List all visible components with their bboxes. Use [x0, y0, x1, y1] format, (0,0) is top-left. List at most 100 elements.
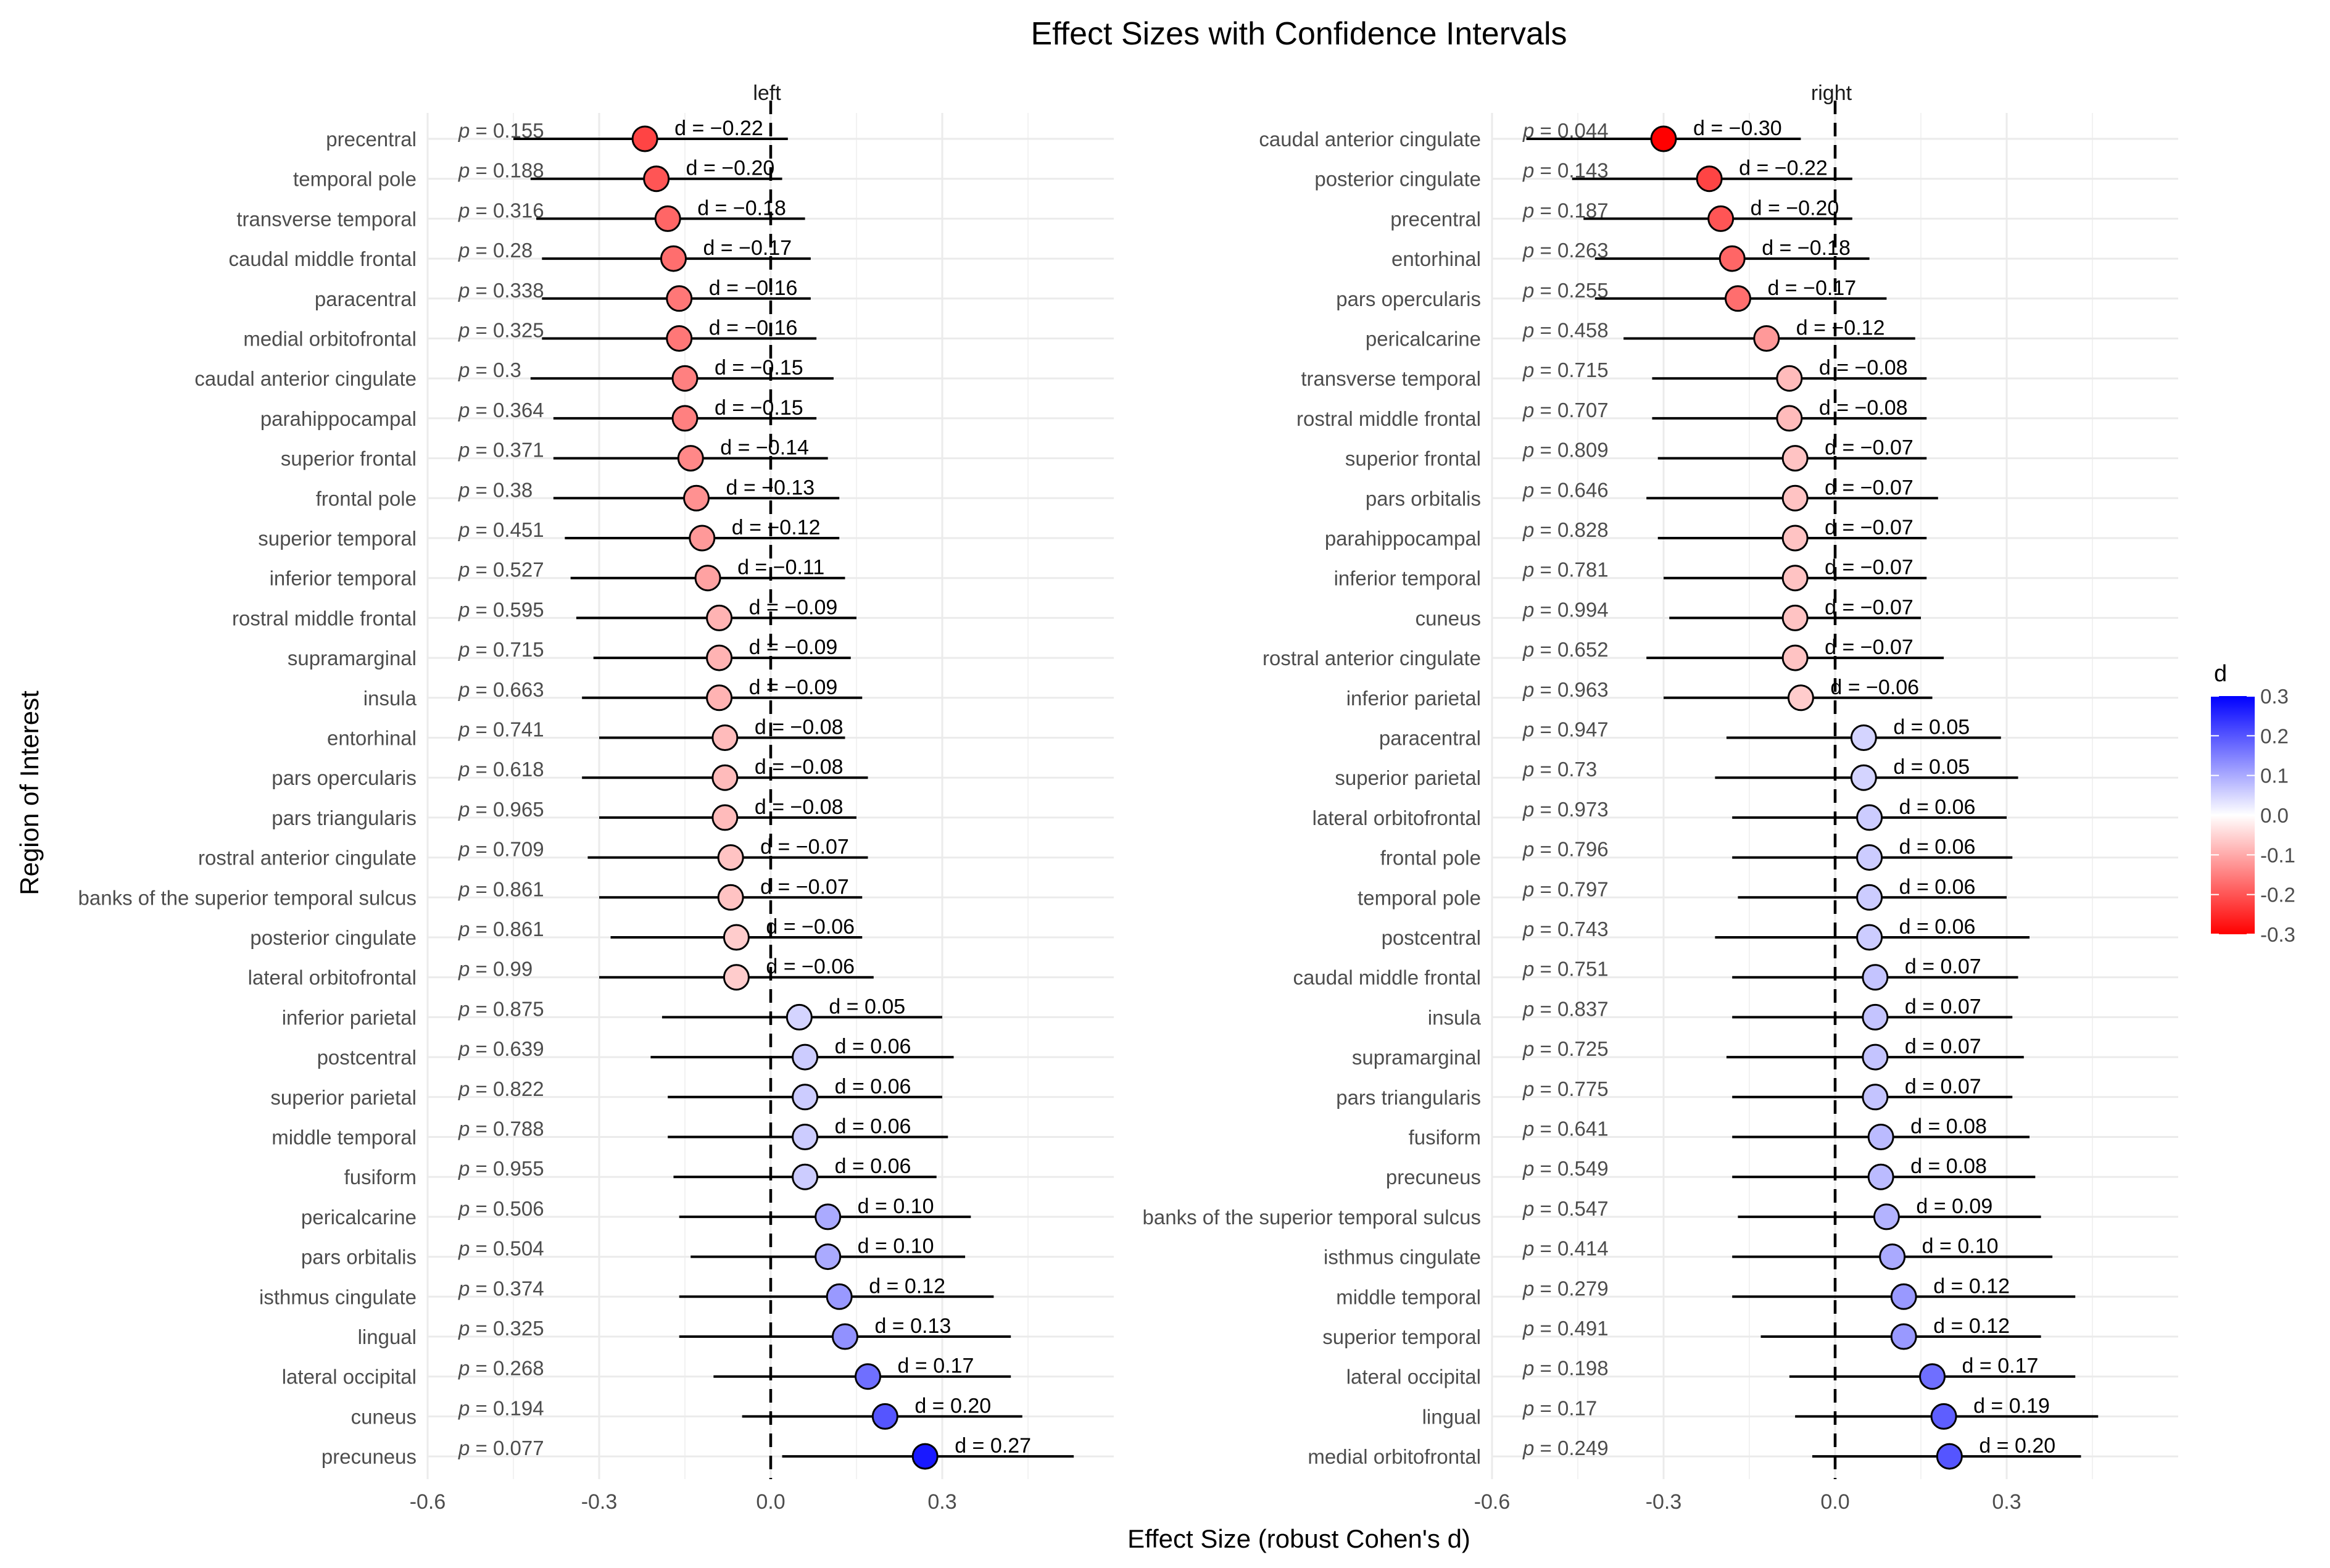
- effect-size-label: d = −0.06: [766, 955, 855, 979]
- p-value-label: p = 0.325: [458, 319, 544, 342]
- effect-point: [1919, 1363, 1946, 1390]
- p-value-label: p = 0.73: [1522, 758, 1597, 781]
- effect-size-label: d = 0.06: [1899, 795, 1976, 819]
- p-value-label: p = 0.188: [458, 159, 544, 182]
- region-label: caudal anterior cingulate: [194, 367, 417, 390]
- region-label: precentral: [1390, 207, 1481, 230]
- effect-point: [1856, 844, 1883, 871]
- effect-size-label: d = 0.17: [898, 1354, 974, 1378]
- region-label: rostral middle frontal: [232, 607, 417, 629]
- effect-size-label: d = −0.18: [1762, 236, 1851, 260]
- effect-point: [671, 405, 699, 432]
- region-label: fusiform: [1409, 1126, 1481, 1149]
- effect-size-label: d = −0.30: [1693, 117, 1782, 140]
- p-value-label: p = 0.955: [458, 1157, 544, 1180]
- p-value-label: p = 0.38: [458, 478, 533, 501]
- effect-point: [1781, 604, 1809, 631]
- p-value-label: p = 0.715: [458, 638, 544, 661]
- effect-size-label: d = 0.06: [1899, 915, 1976, 939]
- x-tick-label: 0.3: [927, 1490, 956, 1514]
- effect-point: [694, 565, 721, 592]
- region-label: banks of the superior temporal sulcus: [1143, 1206, 1481, 1229]
- effect-size-label: d = −0.08: [755, 755, 844, 779]
- p-value-label: p = 0.994: [1522, 598, 1609, 621]
- x-tick-label: 0.3: [1992, 1490, 2021, 1514]
- x-axis-label: Effect Size (robust Cohen's d): [1127, 1524, 1470, 1553]
- effect-size-label: d = 0.09: [1916, 1195, 1992, 1218]
- effect-size-label: d = 0.12: [869, 1274, 945, 1298]
- region-label: cuneus: [1416, 607, 1481, 629]
- effect-point: [1862, 1043, 1889, 1071]
- region-label: paracentral: [315, 288, 417, 310]
- region-label: cuneus: [351, 1405, 417, 1428]
- p-value-label: p = 0.781: [1522, 558, 1609, 581]
- p-value-label: p = 0.963: [1522, 678, 1609, 701]
- effect-point: [1867, 1124, 1894, 1150]
- color-legend: d 0.3 0.2 0.1 0.0 -0.1 -0.2 -0.3: [2211, 661, 2295, 946]
- effect-size-label: d = −0.15: [715, 356, 803, 380]
- effect-size-label: d = 0.06: [835, 1035, 911, 1058]
- p-value-label: p = 0.249: [1522, 1437, 1609, 1459]
- effect-size-label: d = 0.06: [835, 1075, 911, 1098]
- effect-size-label: d = 0.06: [1899, 836, 1976, 859]
- effect-point: [1862, 1084, 1889, 1111]
- effect-size-label: d = 0.13: [874, 1314, 951, 1338]
- p-value-label: p = 0.646: [1522, 478, 1609, 501]
- p-value-label: p = 0.663: [458, 678, 544, 701]
- region-label: posterior cingulate: [1314, 168, 1481, 191]
- effect-size-label: d = −0.22: [674, 117, 763, 140]
- region-label: caudal middle frontal: [228, 247, 417, 270]
- p-value-label: p = 0.155: [458, 119, 544, 142]
- region-label: medial orbitofrontal: [243, 328, 417, 351]
- region-label: lingual: [358, 1325, 417, 1348]
- p-value-label: p = 0.861: [458, 877, 544, 900]
- region-label: supramarginal: [1352, 1046, 1481, 1069]
- p-value-label: p = 0.775: [1522, 1077, 1609, 1100]
- panel-strip-label: right: [1811, 81, 1852, 105]
- p-value-label: p = 0.255: [1522, 279, 1609, 302]
- region-label: inferior temporal: [1334, 567, 1481, 590]
- effect-point: [1781, 445, 1809, 472]
- effect-size-label: d = −0.22: [1739, 157, 1828, 180]
- legend-tick-label: 0.3: [2260, 685, 2289, 708]
- effect-point: [706, 684, 733, 711]
- x-tick-label: -0.3: [1646, 1490, 1682, 1514]
- effect-size-label: d = −0.09: [749, 595, 838, 619]
- x-tick-label: -0.6: [1474, 1490, 1511, 1514]
- p-value-label: p = 0.187: [1522, 199, 1609, 222]
- p-value-label: p = 0.316: [458, 199, 544, 222]
- p-value-label: p = 0.99: [458, 958, 533, 981]
- effect-size-label: d = 0.20: [1979, 1434, 2055, 1458]
- x-tick-label: 0.0: [756, 1490, 785, 1514]
- region-label: lingual: [1422, 1405, 1481, 1428]
- panel-right: right -0.6 -0.3 0.0 0.3 caudal anterior cingu…: [1143, 81, 2178, 1514]
- effect-point: [631, 125, 658, 152]
- p-value-label: p = 0.828: [1522, 518, 1609, 541]
- p-value-label: p = 0.788: [458, 1118, 544, 1140]
- effect-size-label: d = −0.09: [749, 636, 838, 659]
- effect-point: [1856, 884, 1883, 911]
- effect-size-label: d = −0.08: [755, 716, 844, 739]
- effect-size-label: d = −0.08: [1819, 396, 1908, 420]
- region-label: frontal pole: [1380, 847, 1481, 869]
- effect-size-label: d = −0.07: [1825, 476, 1913, 499]
- effect-point: [711, 764, 739, 791]
- effect-point: [815, 1203, 842, 1230]
- panels: left -0.6 -0.3 0.0 0.3 precentral p = 0.155 tem…: [78, 81, 2178, 1514]
- effect-point: [677, 445, 704, 472]
- region-label: superior parietal: [1335, 766, 1481, 789]
- effect-point: [706, 604, 733, 631]
- effect-point: [711, 804, 739, 831]
- panel-left: left -0.6 -0.3 0.0 0.3 precentral p = 0.155 tem…: [78, 81, 1114, 1514]
- effect-size-label: d = −0.16: [709, 317, 798, 340]
- region-label: lateral orbitofrontal: [1312, 807, 1481, 829]
- p-value-label: p = 0.973: [1522, 798, 1609, 821]
- region-label: superior temporal: [258, 527, 417, 550]
- region-label: superior frontal: [281, 447, 417, 470]
- region-label: pars opercularis: [1336, 288, 1481, 310]
- effect-size-label: d = −0.07: [1825, 556, 1913, 579]
- region-label: middle temporal: [1336, 1285, 1481, 1308]
- x-tick-label: 0.0: [1820, 1490, 1849, 1514]
- region-label: parahippocampal: [260, 407, 417, 430]
- region-label: caudal middle frontal: [1293, 966, 1481, 989]
